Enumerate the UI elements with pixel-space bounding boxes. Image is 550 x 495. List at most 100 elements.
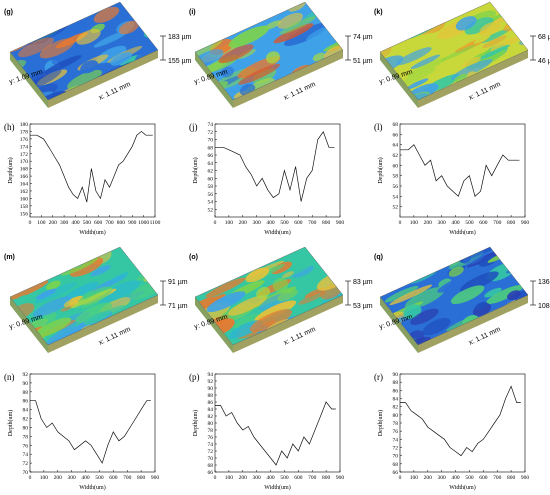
- y-tick-label: 66: [208, 153, 214, 159]
- x-tick-label: 400: [81, 475, 90, 481]
- z-max-label: 136 µm: [538, 279, 550, 286]
- x-axis-label: x: 1.11 mm: [468, 81, 502, 102]
- surface-texture-blob: [195, 87, 214, 100]
- surface-texture-blob: [205, 277, 246, 298]
- surface-texture-blob: [110, 52, 133, 66]
- y-tick-label: 68: [208, 145, 214, 151]
- surface-texture-blob: [227, 295, 268, 316]
- surface-texture-blob: [123, 336, 153, 345]
- y-tick-label: 52: [208, 207, 214, 213]
- y-tick-label: 166: [20, 174, 29, 180]
- depth-profile-line: [215, 131, 335, 202]
- surface-texture-blob: [312, 329, 343, 345]
- surface-texture-blob: [201, 257, 228, 274]
- y-tick-label: 78: [393, 421, 399, 427]
- surface-texture-blob: [32, 317, 72, 339]
- y-tick-label: 178: [20, 129, 29, 135]
- surface-texture-blob: [32, 296, 72, 318]
- panel-label: (g): [4, 9, 13, 16]
- x-tick-label: 800: [322, 475, 331, 481]
- surface-texture-blob: [273, 23, 314, 44]
- surface-texture-blob: [388, 93, 428, 100]
- x-tick-label: 0: [29, 475, 32, 481]
- y-tick-label: 90: [23, 381, 29, 387]
- surface-texture-blob: [321, 73, 343, 88]
- y-tick-label: 80: [393, 413, 399, 419]
- y-tick-label: 88: [208, 393, 214, 399]
- y-tick-label: 164: [20, 182, 29, 188]
- y-tick-label: 84: [23, 408, 29, 414]
- x-tick-label: 100: [410, 475, 419, 481]
- chart-panel-label: (j): [189, 122, 198, 132]
- surface-texture-blob: [134, 77, 158, 95]
- surface-texture-blob: [475, 301, 488, 310]
- y-tick-label: 62: [208, 169, 214, 175]
- surface-texture-blob: [410, 308, 439, 325]
- surface-texture-blob: [195, 21, 227, 39]
- z-min-label: 108 µm: [538, 303, 550, 310]
- surface-texture-blob: [390, 90, 404, 100]
- depth-profile-line: [215, 401, 336, 466]
- panel-label: (i): [189, 9, 196, 16]
- y-tick-label: 88: [393, 380, 399, 386]
- surface-texture-blob: [440, 44, 477, 62]
- surface-texture-blob: [320, 76, 343, 94]
- x-tick-label: 300: [60, 220, 69, 226]
- surface-texture-blob: [110, 272, 129, 282]
- chart-panel-label: (n): [4, 372, 15, 382]
- x-tick-label: 400: [71, 220, 80, 226]
- surface-texture-blob: [75, 302, 113, 323]
- surface-texture-blob: [397, 252, 437, 272]
- y-tick-label: 68: [208, 463, 214, 469]
- surface-texture-blob: [337, 97, 343, 100]
- surface-texture-blob: [202, 249, 238, 269]
- surface-texture-blob: [84, 310, 112, 325]
- surface-side-face: [48, 295, 158, 353]
- surface-texture-blob: [10, 92, 26, 100]
- plot-frame: [214, 373, 341, 473]
- surface-texture-blob: [449, 37, 472, 50]
- y-tick-label: 174: [20, 144, 29, 150]
- x-tick-label: 800: [117, 220, 126, 226]
- surface-texture-blob: [256, 286, 271, 299]
- surface-texture-blob: [393, 253, 423, 270]
- x-tick-label: 0: [399, 475, 402, 481]
- surface-texture-blob: [56, 2, 81, 15]
- y-axis-title: Depth(um): [7, 157, 14, 183]
- surface-texture-blob: [480, 28, 510, 44]
- z-max-label: 68 µm: [538, 34, 550, 41]
- y-axis-title: Depth(um): [192, 157, 199, 183]
- panel-label: (q): [374, 254, 383, 261]
- surface-texture-blob: [71, 21, 87, 32]
- surface-texture-blob: [22, 97, 39, 100]
- x-tick-label: 500: [465, 475, 474, 481]
- surface-texture-blob: [61, 256, 99, 276]
- z-min-label: 51 µm: [353, 58, 373, 65]
- z-min-label: 155 µm: [168, 58, 192, 65]
- surface-texture-blob: [397, 67, 436, 88]
- x-tick-label: 300: [68, 475, 77, 481]
- x-axis-title: Width(um): [264, 229, 290, 236]
- surface-texture-blob: [228, 25, 270, 48]
- surface-panel-i: (i) 74 µm 51 µm y: 0.89 mm x: 1.11 mm: [185, 0, 373, 110]
- surface-texture-blob: [233, 13, 245, 21]
- y-tick-label: 172: [20, 152, 29, 158]
- surface-texture-blob: [380, 265, 410, 280]
- profile-chart-n: (n) 0 100 200 300 400 500 600 700 800 900 70 72 74 76 7…: [0, 362, 180, 492]
- surface-texture-blob: [202, 18, 215, 26]
- x-tick-label: 500: [95, 475, 104, 481]
- plot-frame: [399, 373, 526, 473]
- surface-side-face: [195, 297, 233, 353]
- surface-texture-blob: [490, 36, 520, 52]
- depth-profile-line: [400, 144, 520, 197]
- y-tick-label: 74: [208, 442, 214, 448]
- surface-texture-blob: [404, 287, 445, 309]
- surface-plot-svg: (k)68 µm46 µmy: 0.89 mmx: 1.11 mm: [374, 1, 550, 108]
- surface-side-face: [195, 52, 233, 108]
- surface-texture-blob: [206, 291, 246, 313]
- profile-chart-svg: (p)0 100 200 300 400 500 600 700 800 900666870727…: [189, 372, 344, 491]
- z-min-label: 53 µm: [353, 303, 373, 310]
- surface-texture-blob: [455, 16, 477, 31]
